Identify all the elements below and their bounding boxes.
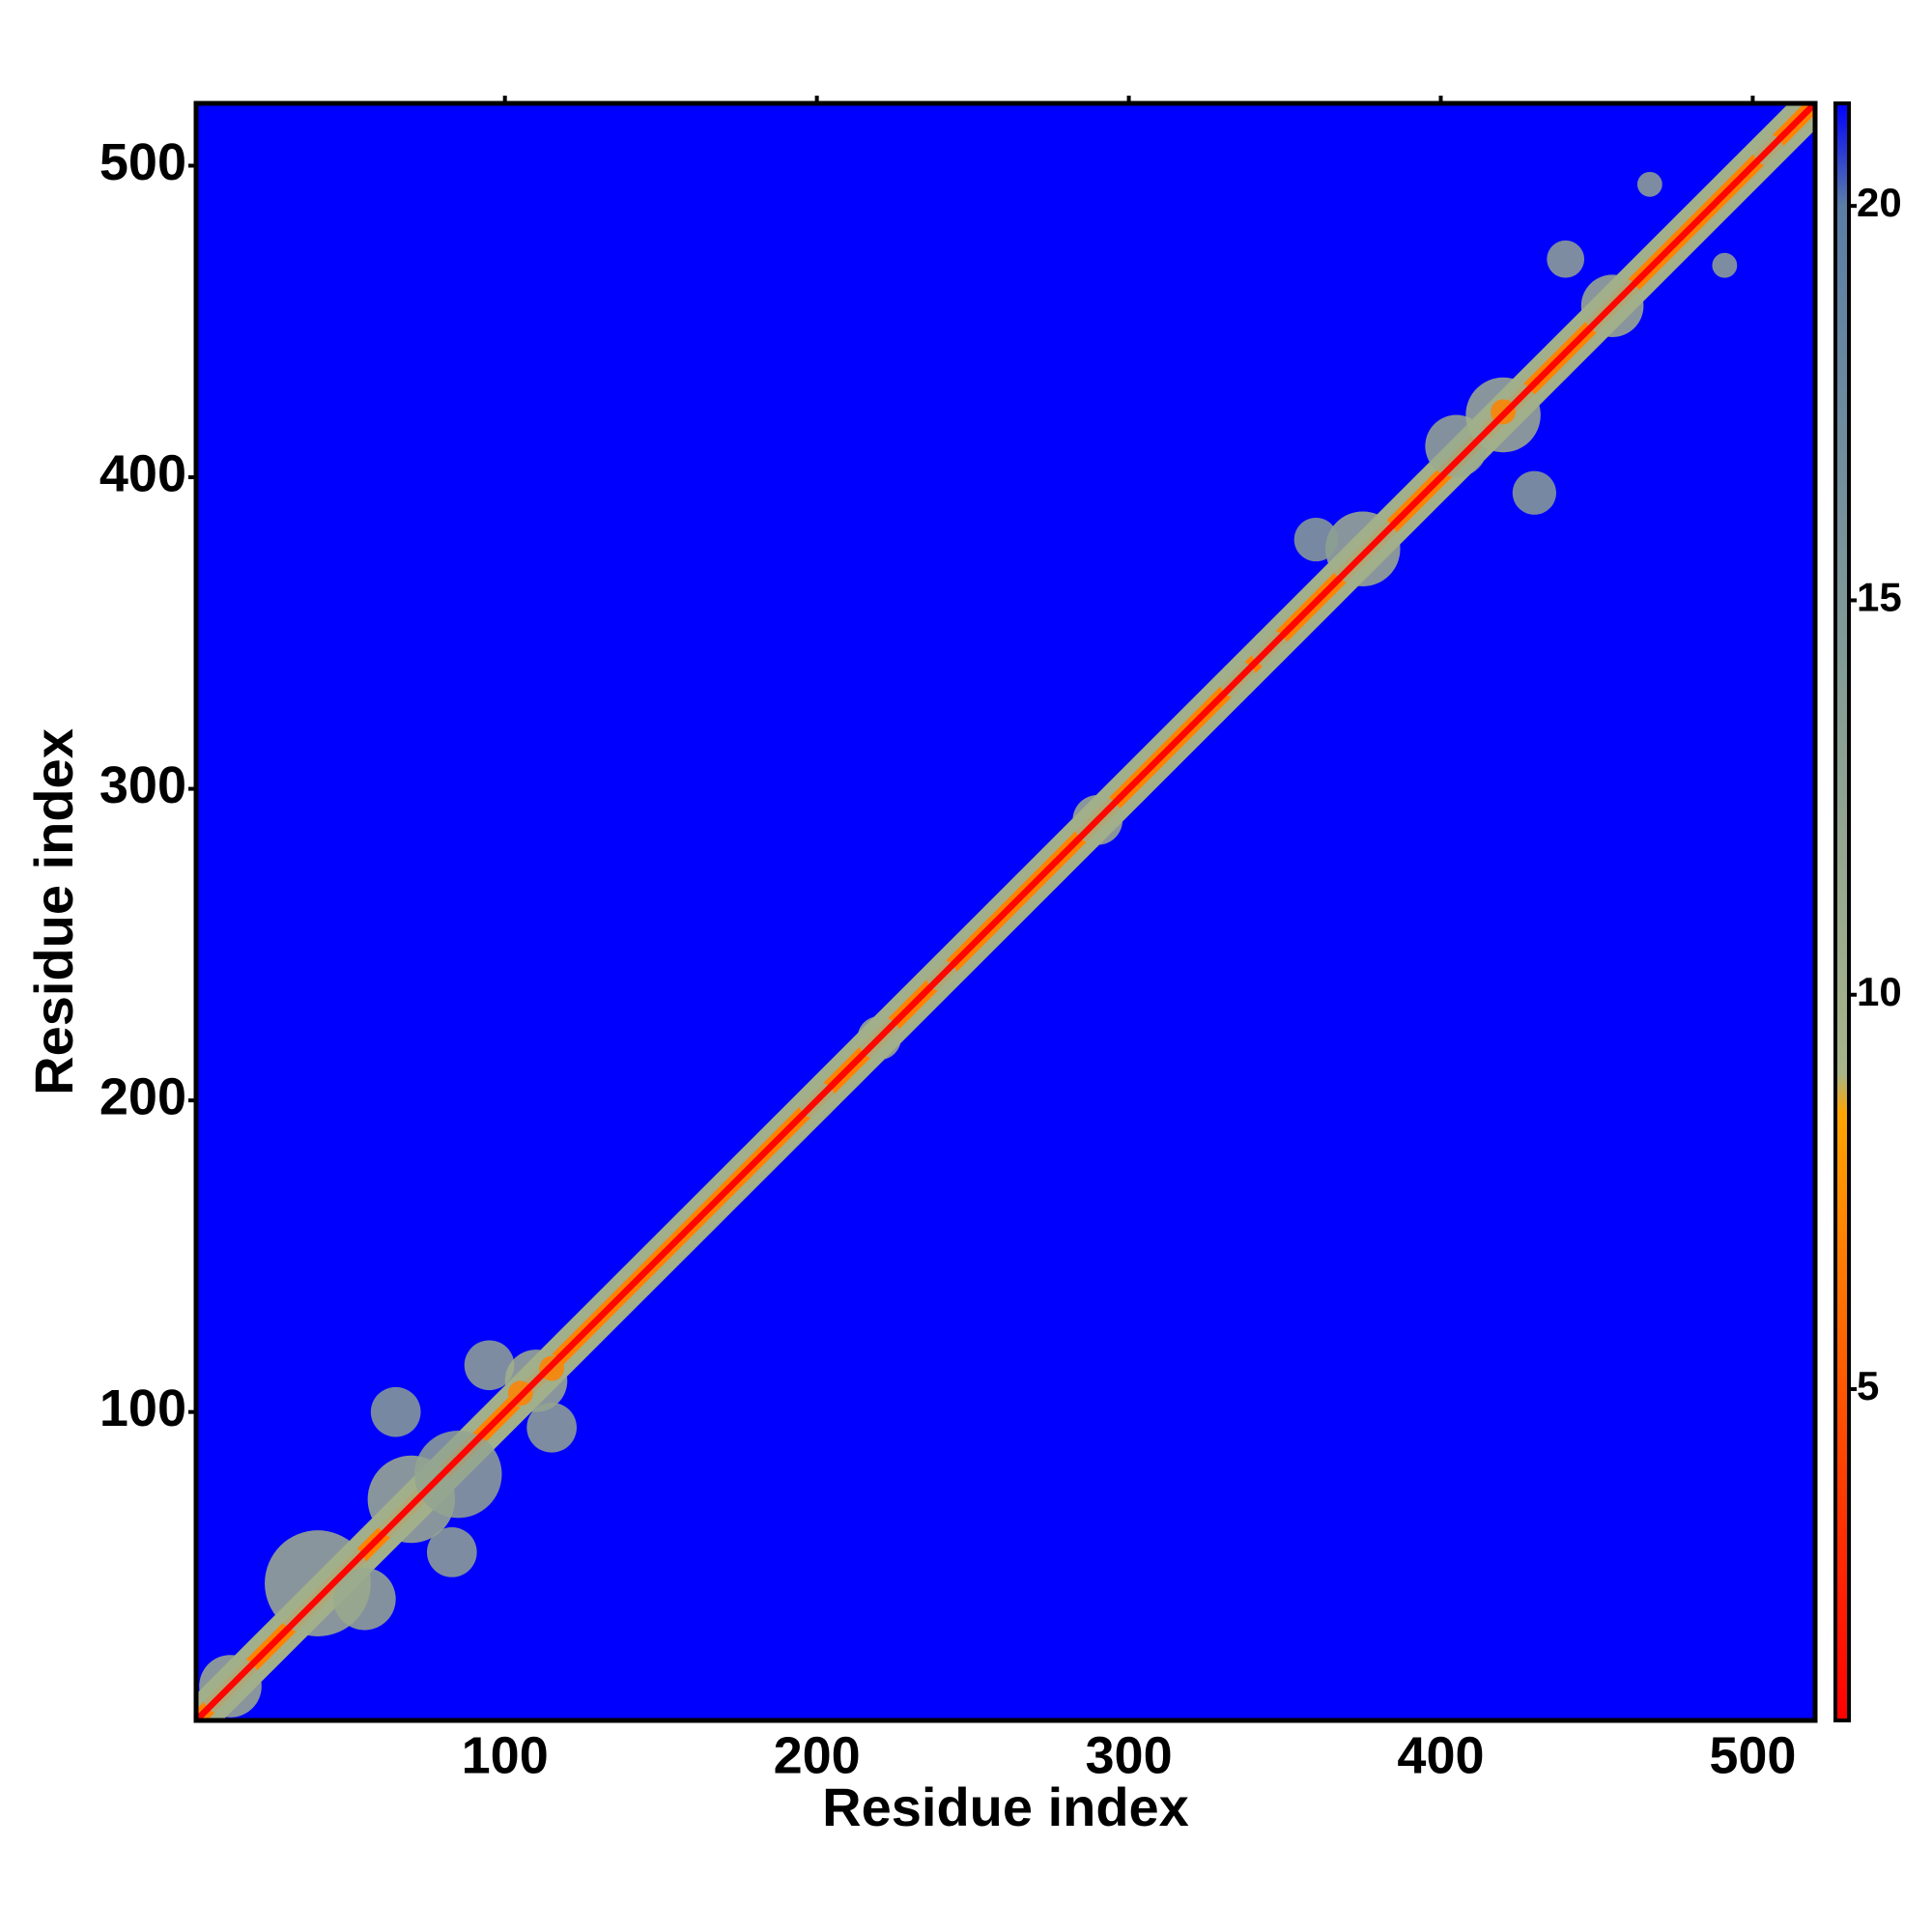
- contact-region: [1712, 252, 1738, 278]
- plot-frame: [193, 100, 1818, 1723]
- x-tick-label: 500: [1709, 1726, 1796, 1784]
- x-tick-label: 100: [462, 1726, 549, 1784]
- x-tick-label: 300: [1086, 1726, 1173, 1784]
- y-tick-label: 200: [99, 1067, 186, 1125]
- contact-region: [1293, 517, 1338, 562]
- contact-region: [1547, 240, 1585, 278]
- x-axis-label: Residue index: [822, 1776, 1189, 1837]
- x-tick-label: 400: [1397, 1726, 1484, 1784]
- contact-region: [1512, 470, 1556, 515]
- colorbar-tick-label: 20: [1857, 180, 1902, 225]
- y-tick-label: 400: [99, 444, 186, 502]
- y-axis-label: Residue index: [23, 728, 84, 1095]
- y-tick-label: 100: [99, 1379, 186, 1437]
- contact-region: [370, 1386, 421, 1437]
- contact-region: [1325, 511, 1401, 586]
- diagonal-core: [196, 103, 1815, 1720]
- contact-region: [464, 1340, 515, 1391]
- colorbar-tick-label: 15: [1857, 575, 1902, 620]
- x-tick-label: 200: [774, 1726, 861, 1784]
- contact-region: [526, 1402, 577, 1453]
- plot-area: [196, 103, 1815, 1720]
- contact-region: [426, 1526, 477, 1577]
- contact-region: [414, 1430, 502, 1519]
- colorbar-tick-label: 10: [1857, 969, 1902, 1014]
- y-tick-label: 500: [99, 133, 186, 191]
- colorbar-tick-label: 5: [1857, 1363, 1879, 1408]
- contact-region: [1636, 171, 1662, 197]
- contact-region: [333, 1567, 396, 1631]
- colorbar: [1833, 101, 1851, 1722]
- y-tick-label: 300: [99, 756, 186, 814]
